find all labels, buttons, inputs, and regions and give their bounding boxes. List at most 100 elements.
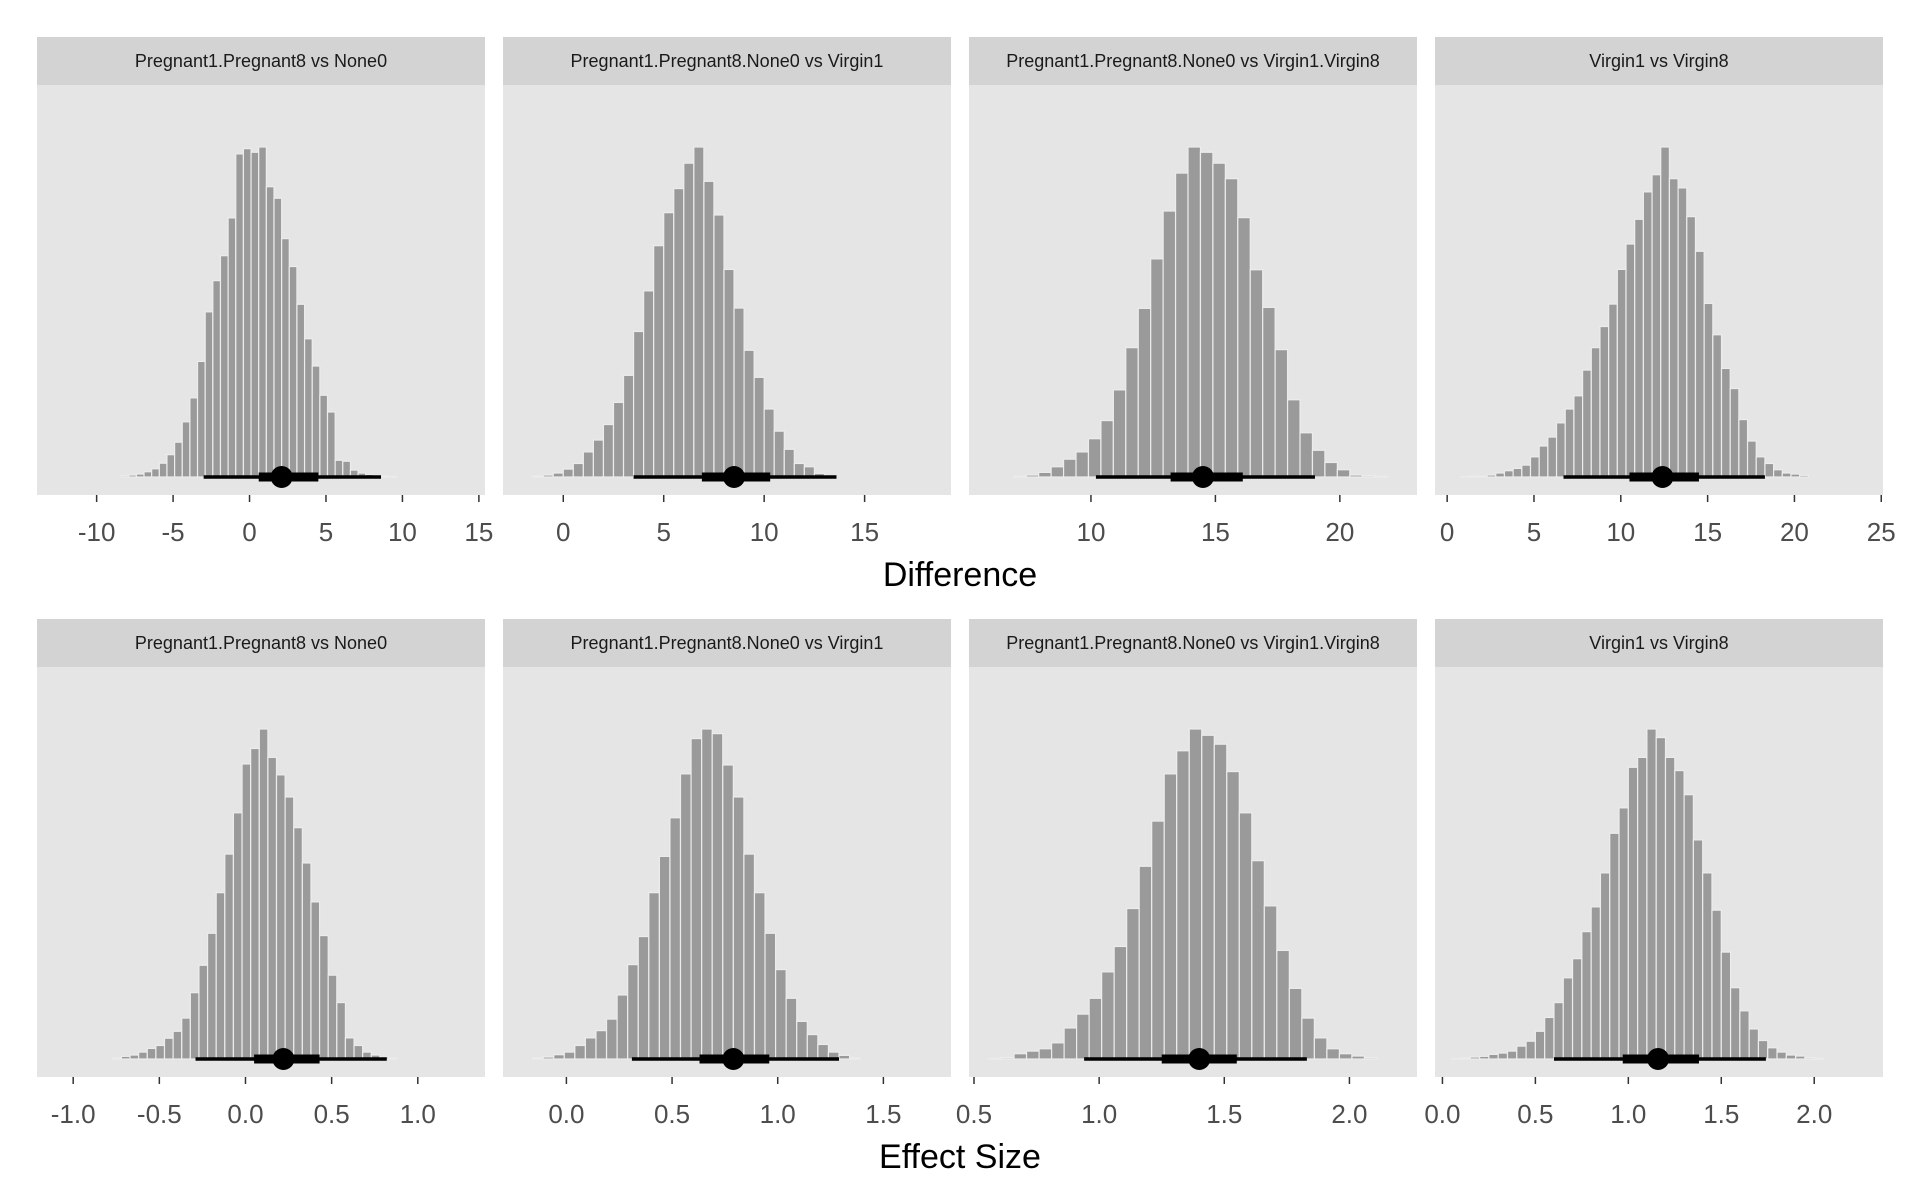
x-axis-title: Effect Size <box>879 1138 1041 1176</box>
histogram-bar <box>1151 820 1165 1060</box>
histogram-bar <box>1506 1050 1518 1060</box>
histogram-bar <box>1544 1016 1555 1060</box>
histogram-bar <box>1025 474 1040 478</box>
histogram-bar <box>595 1030 608 1060</box>
x-tick-label: 0.0 <box>548 1099 584 1129</box>
facet-title: Virgin1 vs Virgin8 <box>1589 51 1728 71</box>
histogram-bar <box>1263 905 1278 1060</box>
histogram-bar <box>326 411 336 478</box>
facet-strip <box>969 619 1417 667</box>
histogram-bar <box>1686 216 1697 478</box>
histogram-bar <box>129 1054 140 1060</box>
histogram-bar <box>224 853 235 1060</box>
histogram-bar <box>146 1047 157 1060</box>
facet-row: Pregnant1.Pregnant8 vs None0-10 -5 0 5 10 15P… <box>37 37 1896 594</box>
histogram-bar <box>1799 474 1809 478</box>
histogram-bar <box>1251 860 1265 1060</box>
histogram-bar <box>1683 794 1694 1060</box>
histogram-bar <box>582 451 595 478</box>
x-tick-label: 15 <box>850 517 879 547</box>
x-tick-label: 0.5 <box>956 1099 992 1129</box>
histogram-bars <box>120 146 397 478</box>
histogram-bar <box>336 1001 347 1060</box>
facet-panel: Virgin1 vs Virgin8 0 5 10 15 20 25 <box>1435 37 1896 547</box>
facet-panel: Pregnant1.Pregnant8.None0 vs Virgin1.Vir… <box>956 619 1417 1129</box>
x-axis: -10 -5 0 5 10 15 <box>78 495 493 547</box>
x-axis: 0.0 0.5 1.0 1.5 <box>548 1077 901 1129</box>
histogram-bar <box>1274 349 1289 478</box>
histogram-bar <box>1651 174 1662 478</box>
median-point <box>723 466 746 488</box>
histogram-bar <box>212 280 222 478</box>
histogram-bar <box>1374 475 1388 478</box>
x-tick-label: 1.5 <box>1703 1099 1739 1129</box>
histogram-bar <box>196 360 206 478</box>
histogram-bar <box>574 1044 587 1060</box>
median-point <box>1191 466 1214 488</box>
histogram-bar <box>1363 1057 1378 1060</box>
histogram-bar <box>1361 475 1376 478</box>
histogram-bar <box>1581 931 1592 1060</box>
histogram-bar <box>327 974 338 1060</box>
x-tick-label: 1.0 <box>760 1099 796 1129</box>
histogram-bar <box>235 153 245 478</box>
histogram-bar <box>838 1054 851 1060</box>
histogram-bar <box>1238 812 1253 1060</box>
x-axis-title: Difference <box>883 556 1037 594</box>
histogram-bar <box>1625 243 1636 478</box>
histogram-bar <box>1748 1028 1760 1060</box>
histogram-bar <box>1729 387 1740 478</box>
histogram-bar <box>669 817 682 1060</box>
x-tick-label: -0.5 <box>137 1099 182 1129</box>
histogram-bar <box>353 1044 364 1060</box>
histogram-bar <box>1460 1057 1471 1060</box>
histogram-bar <box>1655 736 1667 1060</box>
histogram-bar <box>1226 770 1240 1060</box>
facet-strip <box>969 37 1417 85</box>
x-tick-label: 15 <box>464 517 493 547</box>
histogram-bar <box>1764 462 1775 478</box>
histogram-bar <box>1642 191 1653 478</box>
histogram-bar <box>380 475 390 478</box>
histogram-bar <box>648 892 660 1060</box>
histogram-bar <box>1694 250 1705 478</box>
histogram-bar <box>1199 151 1214 478</box>
histogram-bar <box>1063 1027 1078 1060</box>
histogram-bar <box>1188 728 1203 1060</box>
histogram-bar <box>563 1051 576 1060</box>
histogram-bar <box>743 349 755 478</box>
histogram-bar <box>232 812 243 1060</box>
histogram-bar <box>1703 302 1714 478</box>
facet-panel: Pregnant1.Pregnant8.None0 vs Virgin1.Vir… <box>969 37 1417 547</box>
histogram-bar <box>206 932 217 1060</box>
histogram-bar <box>1795 1055 1806 1060</box>
histogram-bar <box>817 1043 830 1060</box>
histogram-bar <box>189 397 199 478</box>
x-tick-label: 0 <box>1440 517 1454 547</box>
histogram-bar <box>138 1051 148 1060</box>
histogram-bar <box>743 853 756 1060</box>
histogram-bar <box>1534 1030 1546 1060</box>
histogram-bar <box>1646 728 1657 1060</box>
histogram-bar <box>1571 958 1583 1060</box>
histogram-bar <box>1299 432 1314 478</box>
histogram-bar <box>189 992 200 1060</box>
histogram-bar <box>1163 773 1178 1060</box>
histogram-bar <box>733 307 745 478</box>
x-tick-label: -1.0 <box>51 1099 96 1129</box>
histogram-bar <box>723 268 735 478</box>
histogram-bar <box>1176 750 1190 1060</box>
histogram-bar <box>1668 178 1679 478</box>
histogram-bar <box>1720 951 1732 1060</box>
histogram-bar <box>1538 445 1549 478</box>
histogram-bar <box>1677 187 1688 478</box>
histogram-bar <box>1790 473 1801 478</box>
histogram-bar <box>703 180 715 478</box>
histogram-bar <box>1150 258 1164 478</box>
histogram-bar <box>1712 334 1723 478</box>
histogram-bar <box>783 448 795 478</box>
histogram-bar <box>653 245 665 478</box>
histogram-bar <box>693 146 705 478</box>
histogram-bar <box>764 932 777 1060</box>
x-tick-label: 2.0 <box>1796 1099 1832 1129</box>
